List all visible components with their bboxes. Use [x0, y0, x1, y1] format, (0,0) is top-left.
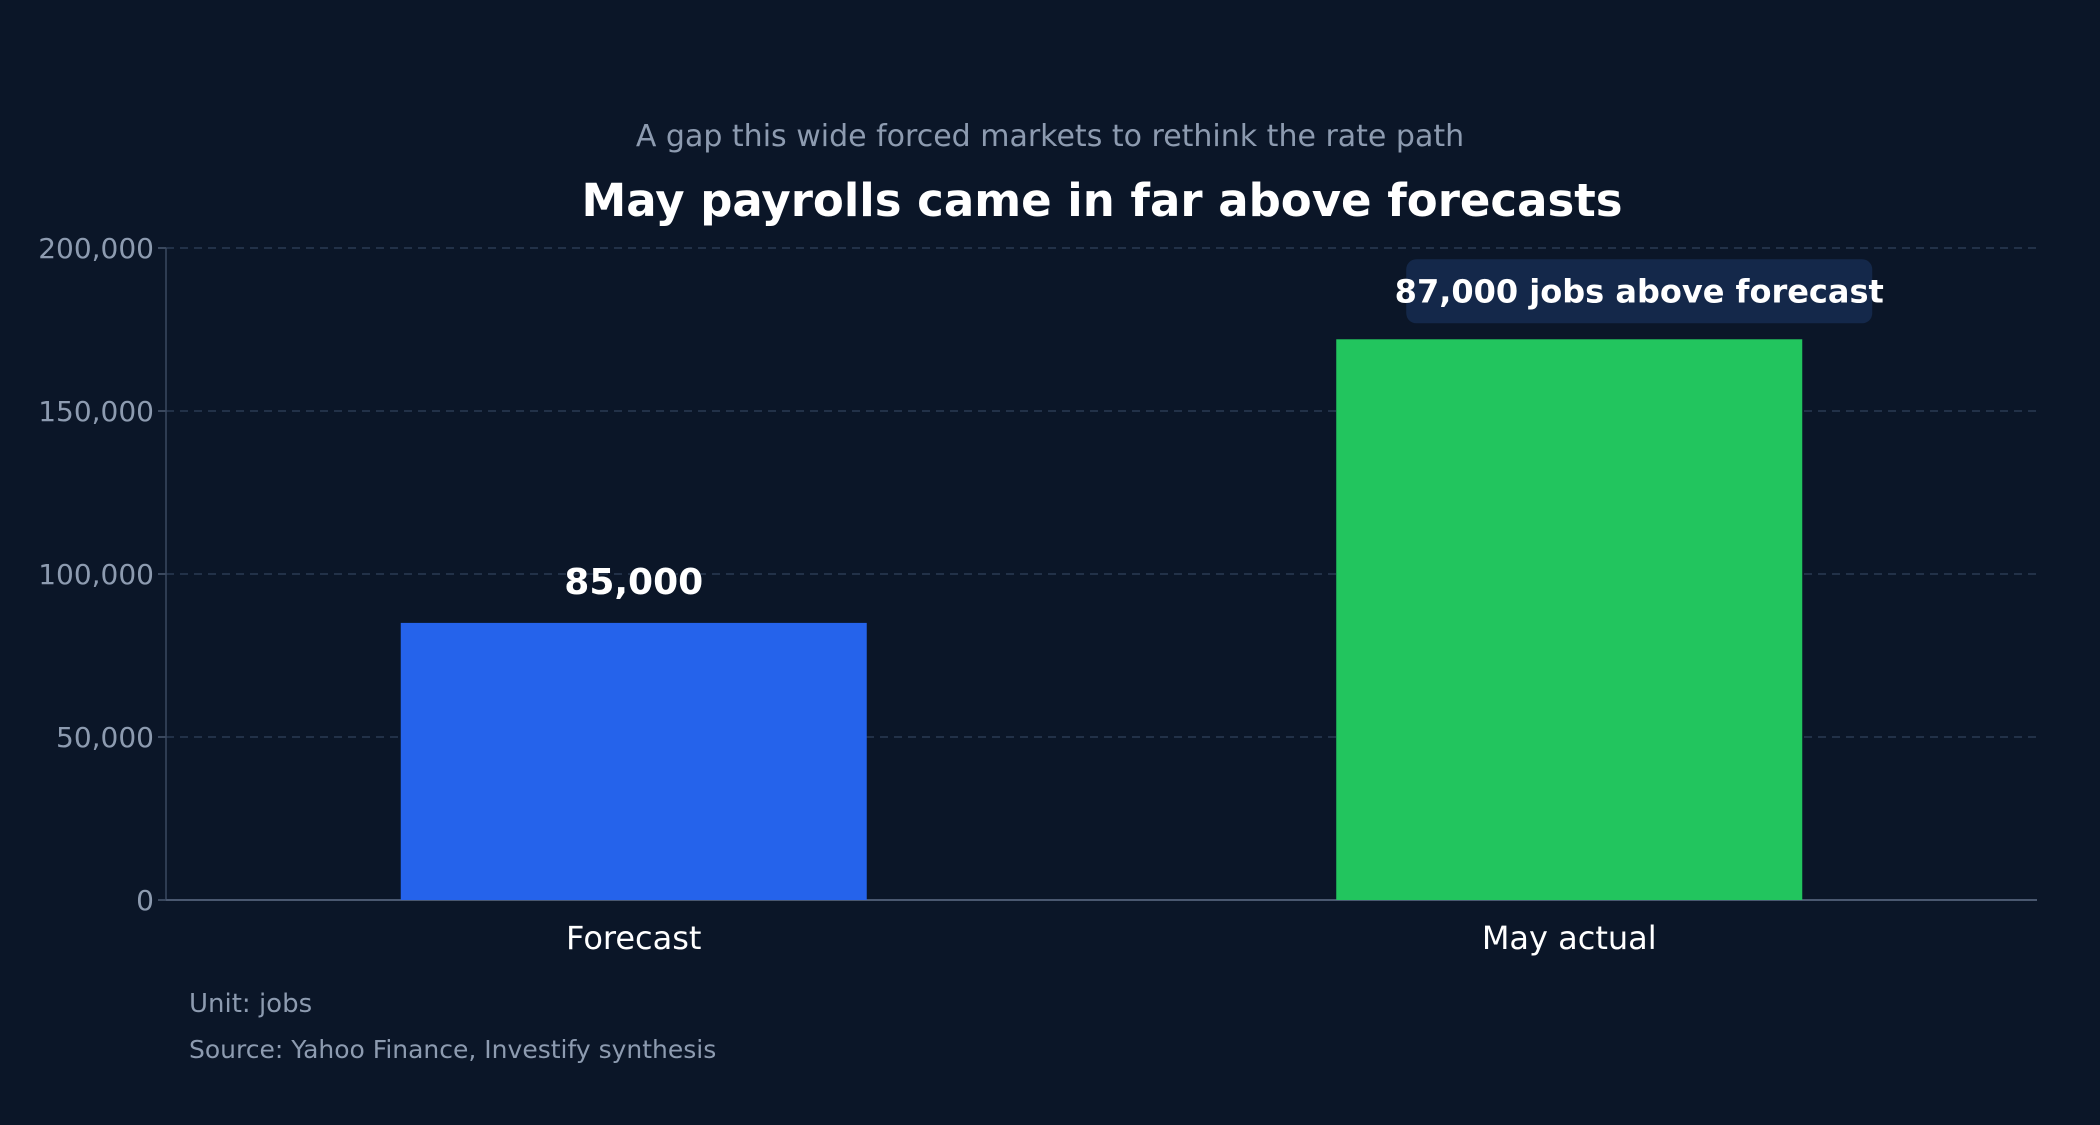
bar-may-actual [1336, 339, 1803, 900]
y-tick-label: 150,000 [38, 395, 154, 428]
source-note: Source: Yahoo Finance, Investify synthes… [189, 1035, 716, 1064]
unit-note: Unit: jobs [189, 989, 312, 1019]
bars [400, 339, 1803, 900]
chart-title: May payrolls came in far above forecasts [581, 174, 1622, 227]
chart-subtitle: A gap this wide forced markets to rethin… [636, 119, 1464, 154]
x-tick-label: May actual [1482, 919, 1657, 957]
y-tick-label: 100,000 [38, 558, 154, 591]
annotation-text: 87,000 jobs above forecast [1395, 272, 1884, 310]
x-tick-label: Forecast [566, 919, 701, 957]
y-tick-label: 200,000 [38, 232, 154, 265]
y-tick-label: 50,000 [56, 721, 154, 754]
labels: 0 50,000 100,000 150,000 200,000 Forecast 85,0… [38, 232, 1884, 957]
bar-value-label: 85,000 [564, 562, 703, 603]
y-tick-label: 0 [136, 884, 154, 917]
annotation-box [1406, 259, 1873, 324]
bar-forecast [400, 622, 867, 900]
